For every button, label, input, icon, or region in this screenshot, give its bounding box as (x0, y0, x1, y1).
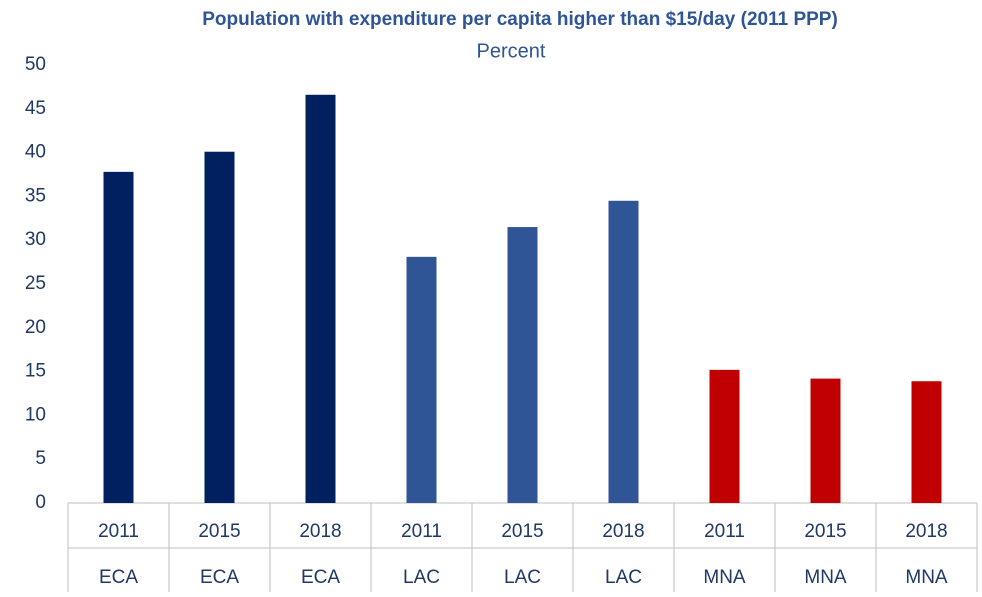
group-label: LAC (605, 567, 642, 588)
y-tick-label: 5 (35, 448, 46, 469)
bar (204, 151, 235, 503)
y-tick-label: 40 (25, 142, 46, 163)
y-tick-label: 35 (25, 185, 46, 206)
bar (507, 227, 538, 503)
y-tick-label: 45 (25, 98, 46, 119)
y-tick-label: 20 (25, 317, 46, 338)
group-label: MNA (905, 567, 948, 588)
bar (709, 369, 740, 503)
chart-subtitle: Percent (477, 40, 546, 62)
x-tick-label: 2015 (501, 521, 543, 542)
group-label: MNA (804, 567, 847, 588)
group-label: LAC (403, 567, 440, 588)
group-label: ECA (200, 567, 239, 588)
chart-title: Population with expenditure per capita h… (202, 9, 838, 30)
bar (406, 256, 437, 503)
x-tick-label: 2011 (401, 521, 442, 542)
bar (305, 94, 336, 503)
y-tick-label: 50 (25, 54, 46, 75)
bar (911, 381, 942, 503)
y-tick-label: 10 (25, 404, 46, 425)
group-label: LAC (504, 567, 541, 588)
bar (103, 171, 134, 503)
bar (608, 200, 639, 503)
x-tick-label: 2018 (299, 521, 341, 542)
x-tick-label: 2011 (704, 521, 745, 542)
x-tick-label: 2018 (905, 521, 947, 542)
group-label: MNA (703, 567, 746, 588)
x-tick-label: 2015 (804, 521, 846, 542)
y-tick-label: 0 (35, 492, 46, 513)
y-tick-label: 15 (25, 361, 46, 382)
x-tick-label: 2018 (602, 521, 644, 542)
x-tick-label: 2011 (98, 521, 139, 542)
bar (810, 378, 841, 503)
y-tick-label: 30 (25, 229, 46, 250)
group-label: ECA (301, 567, 340, 588)
y-tick-label: 25 (25, 273, 46, 294)
group-label: ECA (99, 567, 138, 588)
x-tick-label: 2015 (198, 521, 240, 542)
